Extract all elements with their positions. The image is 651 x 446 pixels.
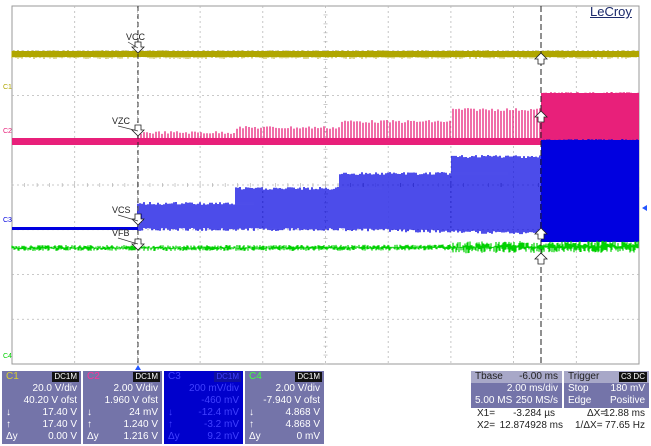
cursor-arrow-icon bbox=[131, 41, 145, 54]
trace-vcc-noise bbox=[11, 50, 639, 59]
label-leader bbox=[117, 214, 139, 222]
trace-vcs-base bbox=[12, 227, 138, 230]
ch-row: ↓ -12.4 mV bbox=[168, 407, 239, 418]
timebase-rate: 250 MS/s bbox=[515, 395, 558, 406]
ch-row: -7.940 V ofst bbox=[263, 395, 320, 406]
channel-panel-c2[interactable]: C2 DC1M 2.00 V/div 1.960 V ofst ↓ 24 mV ↑ 1… bbox=[83, 371, 162, 444]
vfb-label: VFB bbox=[112, 228, 130, 238]
channel-panel-c3[interactable]: C3 DC1M 200 mV/div -460 mV ↓ -12.4 mV ↑ -3.… bbox=[164, 371, 243, 444]
cursor-arrow-icon bbox=[131, 213, 145, 226]
cursor-readout: X1= -3.284 µs ΔX= 12.88 ms X2= 12.874928… bbox=[471, 408, 649, 444]
inv-dx-value: 77.65 Hz bbox=[604, 420, 645, 431]
cursor-arrow-icon bbox=[534, 110, 548, 123]
ch-row: Δy 1.216 V bbox=[87, 431, 158, 442]
ch-row: Δy 9.2 mV bbox=[168, 431, 239, 442]
ch-row: Δy 0.00 V bbox=[6, 431, 77, 442]
vzc-label: VZC bbox=[112, 116, 131, 126]
trigger-badge: C3 DC bbox=[618, 372, 647, 382]
channel-panel-c1[interactable]: C1 DC1M 20.0 V/div 40.20 V ofst ↓ 17.40 V … bbox=[2, 371, 81, 444]
markers: C1 C2 C3 C4 bbox=[3, 6, 647, 370]
x2-value: 12.874928 ms bbox=[499, 420, 563, 431]
channel-name: C2 bbox=[87, 371, 100, 382]
channel-name: C4 bbox=[249, 371, 262, 382]
ch-row: 1.960 V ofst bbox=[104, 395, 158, 406]
cursor-arrow-icon bbox=[534, 227, 548, 240]
ch-row: ↑ -3.2 mV bbox=[168, 419, 239, 430]
ch-row: ↓ 4.868 V bbox=[249, 407, 320, 418]
trigger-level: 180 mV bbox=[610, 383, 645, 394]
ch-row: ↑ 1.240 V bbox=[87, 419, 158, 430]
brand-logo: LeCroy bbox=[590, 4, 632, 19]
ch-row: 20.0 V/div bbox=[32, 383, 77, 394]
cursor-arrow-icon bbox=[131, 238, 145, 251]
ch-row: -460 mV bbox=[201, 395, 239, 406]
channel-name: C3 bbox=[168, 371, 181, 382]
channel-marker: C4 bbox=[3, 353, 12, 360]
trigger-position-icon bbox=[135, 365, 141, 370]
trigger-label: Trigger bbox=[568, 371, 600, 382]
channel-marker: C3 bbox=[3, 217, 12, 224]
ch-row: 40.20 V ofst bbox=[23, 395, 77, 406]
timebase-per-div: 2.00 ms/div bbox=[506, 383, 558, 394]
trace-vcs-fill bbox=[541, 140, 639, 242]
trigger-mode: Stop bbox=[568, 383, 589, 394]
ch-row: 200 mV/div bbox=[188, 383, 239, 394]
channel-name: C1 bbox=[6, 371, 19, 382]
coupling-badge: DC1M bbox=[214, 372, 241, 382]
timebase-offset: -6.00 ms bbox=[519, 371, 558, 382]
channel-marker: C1 bbox=[3, 84, 12, 91]
trace-labels: VCC VZC VCS VFB bbox=[112, 32, 146, 238]
traces bbox=[11, 50, 639, 254]
trigger-slope: Positive bbox=[609, 395, 645, 406]
dx-value: 12.88 ms bbox=[603, 408, 645, 419]
ch-row: 2.00 V/div bbox=[113, 383, 158, 394]
timebase-memory: 5.00 MS bbox=[475, 395, 513, 406]
channel-panel-c4[interactable]: C4 DC1M 2.00 V/div -7.940 V ofst ↓ 4.868 V… bbox=[245, 371, 324, 444]
vcc-label: VCC bbox=[126, 32, 146, 42]
ch-row: ↑ 17.40 V bbox=[6, 419, 77, 430]
trace-vfb bbox=[11, 240, 639, 254]
ch-row: ↓ 24 mV bbox=[87, 407, 158, 418]
x1-value: -3.284 µs bbox=[513, 408, 555, 419]
coupling-badge: DC1M bbox=[52, 372, 79, 382]
cursor-arrow-icon bbox=[534, 52, 548, 65]
ch-row: Δy 0 mV bbox=[249, 431, 320, 442]
label-leader bbox=[117, 237, 139, 245]
ch-row: ↓ 17.40 V bbox=[6, 407, 77, 418]
cursor-arrow-icon bbox=[534, 252, 548, 265]
trigger-type: Edge bbox=[568, 395, 592, 406]
trigger-level-icon bbox=[642, 205, 647, 211]
ch-row: ↑ 4.868 V bbox=[249, 419, 320, 430]
timebase-label: Tbase bbox=[475, 371, 503, 382]
label-leader bbox=[127, 41, 139, 49]
trace-vzc-base bbox=[12, 138, 639, 145]
coupling-badge: DC1M bbox=[295, 372, 322, 382]
trace-vzc-fill bbox=[541, 93, 639, 145]
ch-row: 2.00 V/div bbox=[275, 383, 320, 394]
label-leader bbox=[117, 125, 139, 132]
vcs-label: VCS bbox=[112, 205, 131, 215]
channel-marker: C2 bbox=[3, 128, 12, 135]
coupling-badge: DC1M bbox=[133, 372, 160, 382]
